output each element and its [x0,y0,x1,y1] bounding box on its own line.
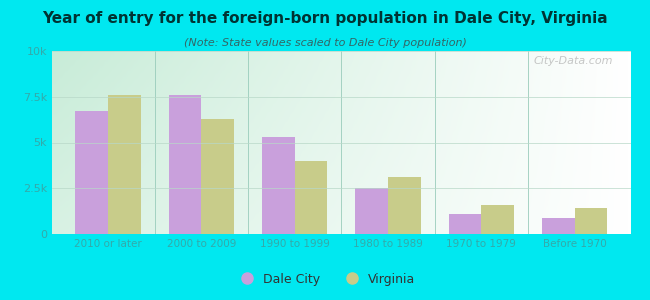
Text: Year of entry for the foreign-born population in Dale City, Virginia: Year of entry for the foreign-born popul… [42,11,608,26]
Bar [108,95,140,234]
Bar [575,208,607,234]
Text: City-Data.com: City-Data.com [534,56,613,67]
Bar [75,111,108,234]
Bar [262,137,294,234]
Bar [294,161,327,234]
Bar [168,95,202,234]
Bar [542,218,575,234]
Text: (Note: State values scaled to Dale City population): (Note: State values scaled to Dale City … [183,38,467,47]
Legend: Dale City, Virginia: Dale City, Virginia [229,268,421,291]
Bar [388,177,421,234]
Bar [202,119,234,234]
Bar [356,188,388,234]
Bar [448,214,481,234]
Bar [481,205,514,234]
